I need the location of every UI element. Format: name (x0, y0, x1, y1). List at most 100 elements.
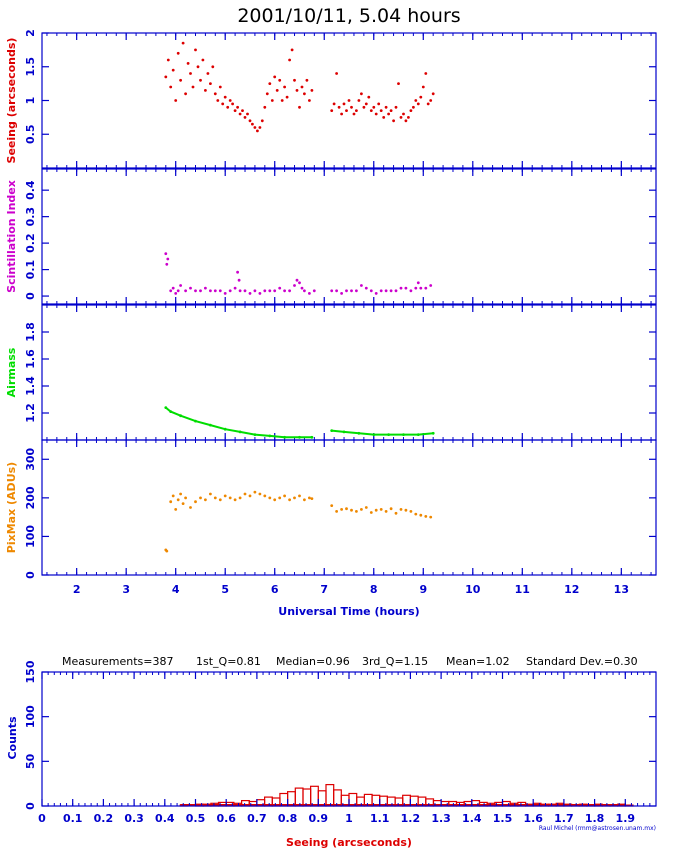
data-point (384, 105, 388, 109)
data-point (352, 112, 356, 116)
data-point (223, 292, 227, 295)
data-point (285, 95, 289, 99)
data-point (414, 99, 418, 102)
y-tick-label: 300 (24, 447, 37, 470)
data-point (174, 292, 178, 295)
x-tick-label: 0.5 (186, 812, 206, 825)
data-point (399, 116, 403, 119)
data-point (360, 92, 363, 96)
histogram-x-label: Seeing (arcseconds) (286, 836, 412, 849)
data-point (290, 48, 294, 52)
data-point (377, 102, 381, 106)
data-point (164, 252, 168, 256)
x-tick-label: 1.5 (493, 812, 513, 825)
data-point (184, 496, 188, 500)
data-point (364, 506, 368, 509)
data-point (310, 497, 314, 500)
data-point (355, 109, 358, 112)
data-point (340, 112, 343, 116)
data-point (399, 286, 403, 290)
data-point (258, 492, 262, 496)
data-point (251, 122, 254, 126)
data-point (211, 65, 215, 69)
data-point (209, 423, 212, 427)
data-point (253, 433, 257, 436)
series-0 (164, 252, 433, 295)
data-point (221, 102, 225, 106)
data-point (402, 112, 405, 116)
panel-frame (41, 168, 657, 305)
data-point (237, 278, 241, 282)
data-point (404, 119, 408, 123)
data-point (268, 496, 272, 500)
data-point (431, 92, 435, 96)
data-point (384, 289, 388, 293)
data-point (360, 284, 363, 287)
data-point (209, 82, 212, 85)
data-point (165, 262, 169, 266)
histogram-bar (294, 787, 304, 807)
data-point (179, 284, 183, 287)
x-tick-label: 8 (370, 583, 378, 596)
x-tick-label: 1 (345, 812, 353, 825)
y-tick-label: 1.8 (24, 322, 37, 342)
data-point (176, 51, 180, 55)
data-point (206, 72, 210, 75)
data-point (379, 289, 383, 293)
y-axis-label: Seeing (arcseconds) (5, 38, 18, 164)
data-point (389, 109, 393, 112)
data-point (164, 406, 168, 409)
chart-title: 2001/10/11, 5.04 hours (237, 5, 460, 27)
data-point (367, 95, 371, 99)
data-point (389, 507, 393, 511)
data-point (280, 99, 284, 102)
data-point (330, 504, 334, 507)
data-point (407, 116, 410, 119)
data-point (265, 92, 269, 96)
data-point (243, 492, 247, 496)
panel-3: 0 100 200 300 PixMax (ADUs) (5, 439, 657, 579)
data-point (213, 92, 217, 96)
stat-std-dev: Standard Dev.=0.30 (526, 655, 638, 668)
data-point (263, 289, 267, 293)
data-point (384, 510, 388, 513)
data-point (199, 78, 202, 82)
data-point (189, 286, 192, 290)
y-tick-label: 100 (24, 525, 37, 548)
data-point (345, 507, 348, 511)
y-tick-label: 0 (24, 802, 37, 810)
x-tick-label: 1.4 (462, 812, 482, 825)
data-point (238, 112, 242, 116)
data-point (424, 286, 428, 290)
y-tick-label: 0 (24, 571, 37, 579)
series-0 (164, 41, 435, 133)
data-point (347, 99, 351, 102)
x-tick-label: 0.6 (216, 812, 236, 825)
data-point (248, 494, 252, 498)
x-tick-label: 5 (221, 583, 229, 596)
x-tick-label: 0.4 (155, 812, 175, 825)
panel-1: 0 0.1 0.2 0.3 0.4 Scintillation Index (5, 168, 657, 305)
data-point (253, 126, 257, 129)
data-point (223, 427, 227, 431)
histogram-bar (333, 789, 342, 807)
y-axis-label: Scintillation Index (5, 180, 18, 293)
airmass-line (165, 406, 312, 439)
data-point (414, 286, 418, 290)
stat-first-quartile: 1st_Q=0.81 (196, 655, 261, 668)
data-point (278, 286, 282, 290)
data-point (345, 109, 348, 112)
data-point (233, 109, 237, 112)
data-point (218, 85, 222, 89)
data-point (409, 289, 413, 293)
histogram-frame (41, 671, 657, 807)
data-point (258, 292, 262, 295)
data-point (283, 435, 286, 439)
data-point (248, 292, 252, 295)
y-tick-label: 200 (24, 486, 37, 509)
data-point (228, 496, 232, 500)
data-point (421, 85, 425, 89)
y-axis-label: Airmass (5, 347, 18, 397)
data-point (412, 105, 415, 109)
x-tick-label: 1.1 (370, 812, 390, 825)
